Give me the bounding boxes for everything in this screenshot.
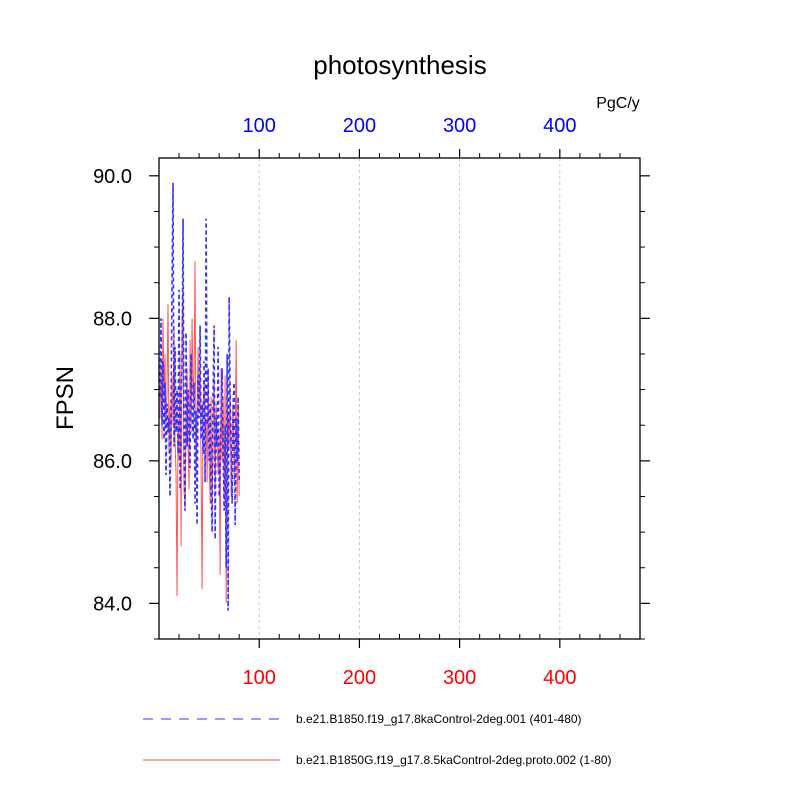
x-tick-label-top: 300 (443, 115, 476, 137)
y-tick-label: 84.0 (93, 593, 132, 615)
x-tick-label-bottom: 200 (343, 667, 376, 689)
x-tick-label-top: 100 (243, 115, 276, 137)
x-tick-label-bottom: 400 (543, 667, 576, 689)
tick-labels: 100 100 200 200 300 300 400 400 84.0 86.0 88.0 90.0 (93, 115, 576, 689)
y-tick-label: 88.0 (93, 308, 132, 330)
legend: b.e21.B1850.f19_g17.8kaControl-2deg.001 … (143, 712, 612, 767)
legend-label-series-2: b.e21.B1850G.f19_g17.8.5kaControl-2deg.p… (296, 753, 612, 767)
x-tick-label-top: 400 (543, 115, 576, 137)
y-tick-label: 90.0 (93, 166, 132, 188)
x-tick-label-bottom: 300 (443, 667, 476, 689)
top-axis-unit-label: PgC/y (596, 95, 640, 112)
axis-ticks (149, 149, 650, 648)
x-tick-label-bottom: 100 (243, 667, 276, 689)
chart-title: photosynthesis (313, 50, 486, 80)
y-tick-label: 86.0 (93, 451, 132, 473)
grid-lines (258, 158, 561, 639)
plot-frame (158, 157, 641, 640)
y-axis-label: FPSN (52, 366, 79, 430)
legend-label-series-1: b.e21.B1850.f19_g17.8kaControl-2deg.001 … (296, 712, 582, 726)
series-line-1 (159, 182, 240, 611)
x-tick-label-top: 200 (343, 115, 376, 137)
plot-series (159, 182, 240, 611)
